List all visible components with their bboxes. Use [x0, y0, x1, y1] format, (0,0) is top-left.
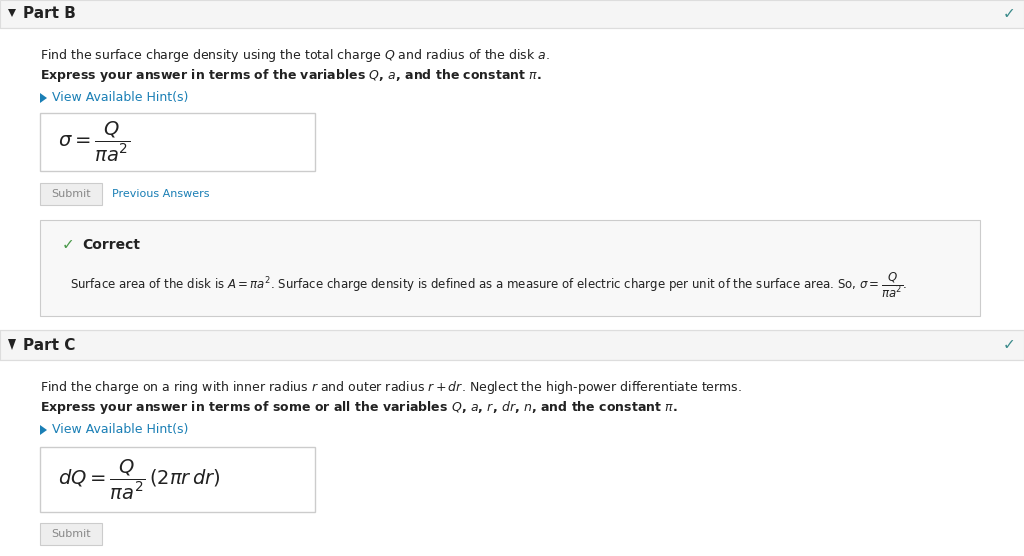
Text: Express your answer in terms of some or all the variables $Q$, $a$, $r$, $dr$, $: Express your answer in terms of some or …	[40, 400, 678, 416]
Text: View Available Hint(s): View Available Hint(s)	[52, 424, 188, 436]
Text: Correct: Correct	[82, 238, 140, 252]
Text: Part B: Part B	[23, 7, 76, 22]
Text: ✓: ✓	[1002, 337, 1016, 353]
Text: Part C: Part C	[23, 337, 76, 353]
Bar	[0, 360, 1024, 556]
Polygon shape	[40, 93, 47, 103]
Text: Express your answer in terms of the variables $Q$, $a$, and the constant $\pi$.: Express your answer in terms of the vari…	[40, 67, 542, 83]
Bar	[0, 330, 1024, 360]
Bar	[40, 523, 102, 545]
Text: Submit: Submit	[51, 189, 91, 199]
Text: $dQ = \dfrac{Q}{\pi a^2}\,(2\pi r\,dr)$: $dQ = \dfrac{Q}{\pi a^2}\,(2\pi r\,dr)$	[58, 458, 220, 502]
Bar	[40, 183, 102, 205]
Text: Previous Answers: Previous Answers	[112, 189, 210, 199]
Text: $\sigma = \dfrac{Q}{\pi a^2}$: $\sigma = \dfrac{Q}{\pi a^2}$	[58, 120, 130, 164]
Bar	[40, 220, 980, 316]
Text: Find the charge on a ring with inner radius $r$ and outer radius $r + dr$. Negle: Find the charge on a ring with inner rad…	[40, 380, 742, 396]
Text: View Available Hint(s): View Available Hint(s)	[52, 92, 188, 105]
Bar	[0, 28, 1024, 320]
Text: Find the surface charge density using the total charge $Q$ and radius of the dis: Find the surface charge density using th…	[40, 47, 550, 63]
Bar	[0, 0, 1024, 28]
Text: Surface area of the disk is $A = \pi a^2$. Surface charge density is defined as : Surface area of the disk is $A = \pi a^2…	[70, 270, 907, 300]
Polygon shape	[8, 339, 16, 350]
Text: ✓: ✓	[62, 237, 75, 252]
Polygon shape	[40, 425, 47, 435]
Bar	[40, 113, 315, 171]
Text: Submit: Submit	[51, 529, 91, 539]
Text: ✓: ✓	[1002, 7, 1016, 22]
Bar	[40, 447, 315, 512]
Polygon shape	[8, 9, 16, 17]
